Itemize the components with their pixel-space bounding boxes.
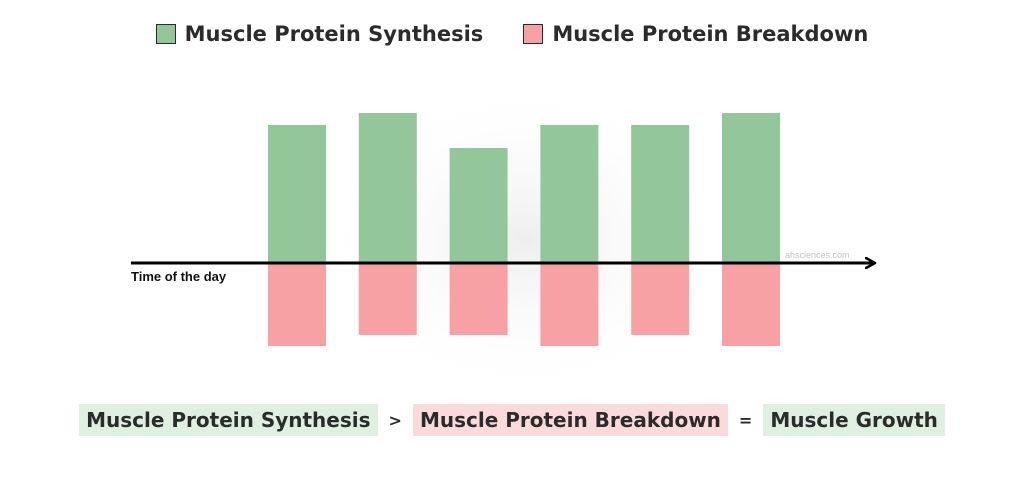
legend-swatch-breakdown (523, 24, 544, 44)
bar-synthesis-5 (631, 125, 690, 263)
legend-swatch-synthesis (155, 24, 176, 44)
equation-greater-than: > (388, 410, 402, 430)
x-axis-label: Time of the day (131, 269, 227, 284)
legend-label-synthesis: Muscle Protein Synthesis (184, 22, 484, 46)
bar-synthesis-3 (449, 148, 508, 263)
equation-equals: = (738, 410, 753, 430)
equation-growth-term: Muscle Growth (763, 404, 945, 436)
equation-breakdown-term: Muscle Protein Breakdown (412, 404, 728, 436)
bar-synthesis-4 (540, 125, 599, 263)
legend-label-breakdown: Muscle Protein Breakdown (552, 22, 869, 46)
bar-breakdown-6 (722, 263, 780, 346)
bar-synthesis-1 (268, 125, 326, 263)
bar-breakdown-3 (449, 263, 508, 335)
bar-breakdown-5 (631, 263, 690, 335)
legend-item-breakdown: Muscle Protein Breakdown (523, 22, 868, 46)
growth-equation: Muscle Protein Synthesis > Muscle Protei… (0, 404, 1024, 436)
chart-legend: Muscle Protein Synthesis Muscle Protein … (0, 22, 1024, 46)
watermark-text: ahsciences.com (785, 250, 850, 260)
equation-synthesis-term: Muscle Protein Synthesis (79, 404, 378, 436)
bar-breakdown-1 (268, 263, 326, 346)
bar-synthesis-6 (722, 113, 780, 263)
bar-breakdown-2 (358, 263, 417, 335)
legend-item-synthesis: Muscle Protein Synthesis (155, 22, 484, 46)
bar-breakdown-4 (540, 263, 599, 346)
bar-synthesis-2 (358, 113, 417, 263)
bars-group (268, 113, 780, 346)
background-haze (315, 80, 735, 400)
